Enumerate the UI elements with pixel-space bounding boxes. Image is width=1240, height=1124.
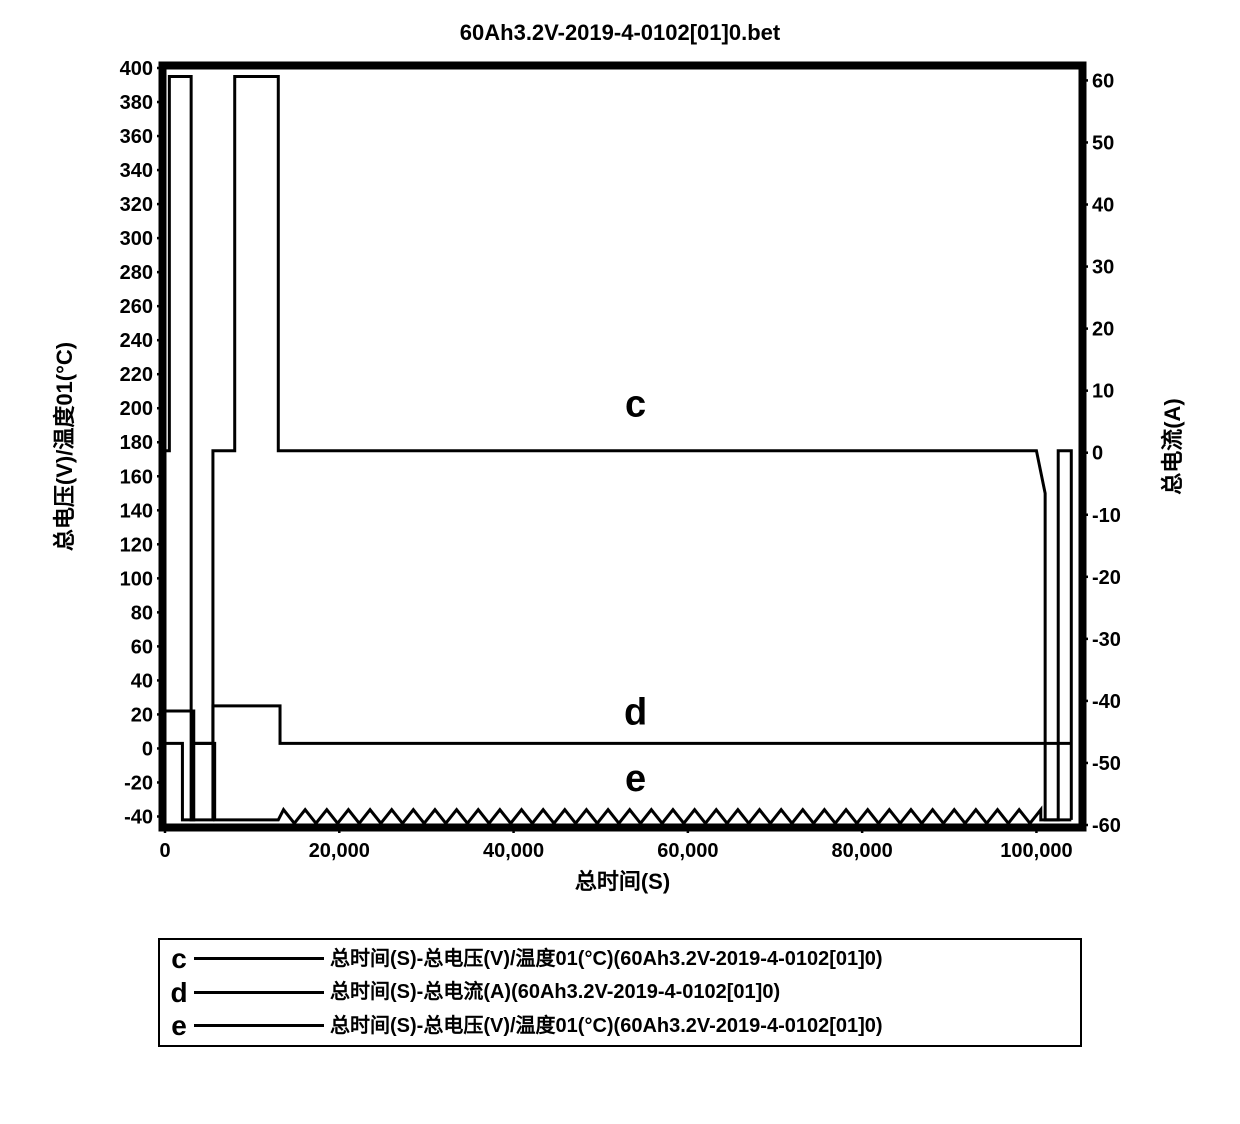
svg-text:260: 260 xyxy=(120,296,153,318)
svg-text:20: 20 xyxy=(131,704,153,726)
svg-text:200: 200 xyxy=(120,398,153,420)
svg-text:-20: -20 xyxy=(124,772,153,794)
svg-text:180: 180 xyxy=(120,432,153,454)
svg-text:40: 40 xyxy=(131,670,153,692)
svg-text:0: 0 xyxy=(159,840,170,862)
svg-text:80: 80 xyxy=(131,602,153,624)
legend-letter: e xyxy=(170,1009,188,1043)
svg-text:280: 280 xyxy=(120,262,153,284)
svg-text:400: 400 xyxy=(120,58,153,80)
svg-text:360: 360 xyxy=(120,126,153,148)
legend-letter: d xyxy=(170,976,188,1010)
svg-text:总电压(V)/温度01(°C): 总电压(V)/温度01(°C) xyxy=(52,342,77,551)
svg-text:60,000: 60,000 xyxy=(657,840,718,862)
svg-text:100: 100 xyxy=(120,568,153,590)
svg-text:-40: -40 xyxy=(124,806,153,828)
chart-page: 60Ah3.2V-2019-4-0102[01]0.bet -40 -20 0 20 4… xyxy=(0,0,1240,1124)
svg-text:240: 240 xyxy=(120,330,153,352)
legend-row-d: d 总时间(S)-总电流(A)(60Ah3.2V-2019-4-0102[01]… xyxy=(170,976,1070,1010)
svg-text:300: 300 xyxy=(120,228,153,250)
svg-text:-10: -10 xyxy=(1092,505,1121,527)
legend-text: 总时间(S)-总电压(V)/温度01(°C)(60Ah3.2V-2019-4-0… xyxy=(330,947,1070,971)
svg-text:-30: -30 xyxy=(1092,629,1121,651)
legend-line-icon xyxy=(194,1024,324,1027)
svg-text:340: 340 xyxy=(120,160,153,182)
svg-text:30: 30 xyxy=(1092,257,1114,279)
svg-text:总时间(S): 总时间(S) xyxy=(575,869,670,894)
legend-letter: c xyxy=(170,942,188,976)
legend-row-e: e 总时间(S)-总电压(V)/温度01(°C)(60Ah3.2V-2019-4… xyxy=(170,1009,1070,1043)
legend-line-icon xyxy=(194,991,324,994)
legend-box: c 总时间(S)-总电压(V)/温度01(°C)(60Ah3.2V-2019-4… xyxy=(158,938,1082,1047)
svg-text:0: 0 xyxy=(1092,443,1103,465)
svg-text:-60: -60 xyxy=(1092,815,1121,837)
svg-text:-20: -20 xyxy=(1092,567,1121,589)
chart-svg: -40-200204060801001201401601802002202402… xyxy=(30,50,1210,920)
svg-text:d: d xyxy=(624,692,647,734)
svg-text:总电流(A): 总电流(A) xyxy=(1160,398,1185,495)
svg-text:60: 60 xyxy=(1092,70,1114,92)
svg-text:80,000: 80,000 xyxy=(832,840,893,862)
svg-text:120: 120 xyxy=(120,534,153,556)
svg-text:160: 160 xyxy=(120,466,153,488)
svg-text:0: 0 xyxy=(142,738,153,760)
legend-line-icon xyxy=(194,957,324,960)
svg-text:10: 10 xyxy=(1092,381,1114,403)
legend-row-c: c 总时间(S)-总电压(V)/温度01(°C)(60Ah3.2V-2019-4… xyxy=(170,942,1070,976)
svg-text:140: 140 xyxy=(120,500,153,522)
svg-text:320: 320 xyxy=(120,194,153,216)
svg-text:100,000: 100,000 xyxy=(1000,840,1072,862)
svg-text:-40: -40 xyxy=(1092,691,1121,713)
svg-text:20,000: 20,000 xyxy=(309,840,370,862)
svg-text:380: 380 xyxy=(120,92,153,114)
svg-text:40: 40 xyxy=(1092,195,1114,217)
svg-text:60: 60 xyxy=(131,636,153,658)
svg-text:40,000: 40,000 xyxy=(483,840,544,862)
legend-text: 总时间(S)-总电流(A)(60Ah3.2V-2019-4-0102[01]0) xyxy=(330,980,1070,1004)
svg-text:20: 20 xyxy=(1092,319,1114,341)
svg-text:50: 50 xyxy=(1092,132,1114,154)
svg-text:e: e xyxy=(625,758,646,800)
legend-text: 总时间(S)-总电压(V)/温度01(°C)(60Ah3.2V-2019-4-0… xyxy=(330,1014,1070,1038)
svg-text:220: 220 xyxy=(120,364,153,386)
svg-text:-50: -50 xyxy=(1092,753,1121,775)
chart-title: 60Ah3.2V-2019-4-0102[01]0.bet xyxy=(30,20,1210,46)
svg-text:c: c xyxy=(625,384,646,426)
